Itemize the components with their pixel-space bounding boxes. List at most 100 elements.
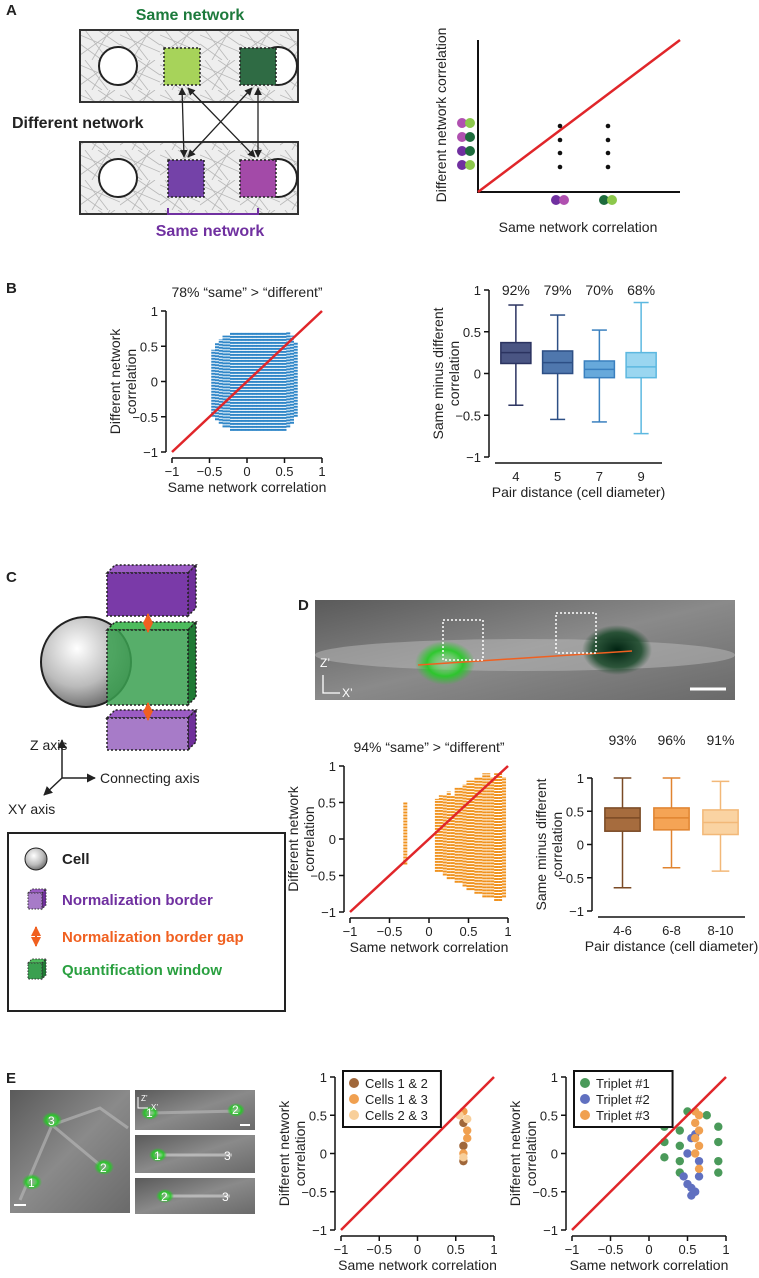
x-tick-label: 0.5 bbox=[275, 464, 293, 479]
label: Different network bbox=[12, 115, 144, 132]
point bbox=[694, 1156, 704, 1166]
box bbox=[604, 807, 641, 832]
cell-label: 2 bbox=[232, 1103, 239, 1117]
annotation: 70% bbox=[585, 282, 613, 298]
point bbox=[694, 1172, 704, 1181]
y-tick-label: −0.5 bbox=[532, 1185, 558, 1200]
y-tick-label: −1 bbox=[312, 1223, 327, 1238]
legend-label: Triplet #1 bbox=[596, 1076, 650, 1091]
point bbox=[691, 1149, 700, 1158]
axis-label: Different network bbox=[107, 328, 123, 435]
legend-label: Cells 1 & 3 bbox=[365, 1092, 428, 1107]
axis-label: Same network correlation bbox=[350, 939, 509, 955]
axis-label: Z axis bbox=[30, 737, 67, 753]
panel-label: A bbox=[6, 2, 17, 19]
x-tick-label: −0.5 bbox=[598, 1242, 624, 1257]
axis-label: Same network correlation bbox=[168, 479, 327, 495]
point bbox=[714, 1168, 723, 1177]
y-tick-label: 0 bbox=[151, 375, 158, 390]
legend-swatch bbox=[349, 1110, 359, 1120]
y-tick-label: −0.5 bbox=[558, 871, 584, 886]
legend-box bbox=[342, 1070, 442, 1128]
y-tick-label: 0 bbox=[551, 1147, 558, 1162]
y-tick-label: 0 bbox=[329, 832, 336, 847]
x-tick-label: 5 bbox=[554, 469, 561, 484]
x-tick-label: 1 bbox=[722, 1242, 729, 1257]
identity-line bbox=[571, 1076, 727, 1231]
point bbox=[683, 1149, 692, 1158]
legend-swatch bbox=[349, 1094, 359, 1104]
axis-label: Same network correlation bbox=[499, 219, 658, 235]
y-tick-label: 1 bbox=[577, 771, 584, 786]
axis-label: Same network correlation bbox=[570, 1257, 729, 1273]
annotation: 79% bbox=[544, 282, 572, 298]
axis-label: Different network bbox=[276, 1100, 292, 1207]
axis-label: Same minus different bbox=[430, 307, 446, 439]
point bbox=[702, 1111, 711, 1120]
x-tick-label: 0 bbox=[425, 924, 432, 939]
y-tick-label: −0.5 bbox=[301, 1185, 327, 1200]
micrograph: Z’ X’ bbox=[315, 600, 735, 700]
panel-label: E bbox=[6, 1070, 16, 1087]
x-tick-label: −0.5 bbox=[366, 1242, 392, 1257]
y-tick-label: 0.5 bbox=[540, 1108, 558, 1123]
annotation: 96% bbox=[657, 732, 685, 748]
label: Same network bbox=[156, 223, 265, 240]
x-tick-label: 1 bbox=[504, 924, 511, 939]
y-tick-label: 1 bbox=[151, 304, 158, 319]
y-tick-label: 0.5 bbox=[309, 1108, 327, 1123]
point bbox=[694, 1164, 704, 1174]
image-axis-label: Z’ bbox=[320, 656, 330, 670]
label: Same network bbox=[136, 7, 245, 24]
legend-label: Normalization border gap bbox=[62, 929, 244, 946]
y-tick-label: −1 bbox=[569, 904, 584, 919]
point bbox=[675, 1141, 684, 1151]
y-tick-label: −0.5 bbox=[132, 410, 158, 425]
x-tick-label: 1 bbox=[318, 464, 325, 479]
point bbox=[691, 1118, 700, 1128]
y-tick-label: −1 bbox=[143, 445, 158, 460]
legend-label: Quantification window bbox=[62, 962, 222, 979]
axis-label: Different network bbox=[285, 785, 301, 892]
point bbox=[694, 1111, 704, 1120]
point bbox=[687, 1191, 696, 1200]
axis-label: Pair distance (cell diameter) bbox=[585, 938, 759, 954]
annotation: 92% bbox=[502, 282, 530, 298]
y-tick-label: 1 bbox=[551, 1070, 558, 1085]
point bbox=[714, 1122, 723, 1131]
image-axis-label: X’ bbox=[342, 686, 353, 700]
y-tick-label: −1 bbox=[321, 905, 336, 920]
x-tick-label: −1 bbox=[343, 924, 358, 939]
y-tick-label: 0.5 bbox=[318, 796, 336, 811]
legend-label: Cell bbox=[62, 851, 90, 868]
identity-line bbox=[171, 310, 323, 453]
panel-label: C bbox=[6, 569, 17, 586]
x-tick-label: −1 bbox=[565, 1242, 580, 1257]
x-tick-label: 0.5 bbox=[447, 1242, 465, 1257]
legend-label: Normalization border bbox=[62, 892, 213, 909]
panel-label: D bbox=[298, 597, 309, 614]
point bbox=[694, 1141, 704, 1151]
chart-title: 78% “same” > “different” bbox=[171, 284, 322, 300]
point bbox=[691, 1134, 700, 1143]
x-tick-label: −1 bbox=[165, 464, 180, 479]
axis-label: Same network correlation bbox=[338, 1257, 497, 1273]
cell-label: 2 bbox=[100, 1161, 107, 1175]
axis-label: correlation bbox=[523, 1121, 539, 1186]
y-tick-label: 0.5 bbox=[463, 325, 481, 340]
x-tick-label: 0.5 bbox=[459, 924, 477, 939]
axis-label: correlation bbox=[123, 349, 139, 414]
window-diagram: Z axis Connecting axis XY axis Cell Norm… bbox=[7, 563, 286, 1012]
y-tick-label: 0.5 bbox=[566, 804, 584, 819]
y-tick-label: 1 bbox=[320, 1070, 327, 1085]
y-tick-label: −0.5 bbox=[455, 408, 481, 423]
axis-label: correlation bbox=[292, 1121, 308, 1186]
axis-label: Same minus different bbox=[533, 778, 549, 910]
annotation: 91% bbox=[706, 732, 734, 748]
point bbox=[459, 1153, 468, 1162]
y-tick-label: 1 bbox=[474, 283, 481, 298]
point bbox=[675, 1156, 684, 1166]
cell-label: 2 bbox=[161, 1190, 168, 1204]
identity-line bbox=[340, 1076, 495, 1231]
